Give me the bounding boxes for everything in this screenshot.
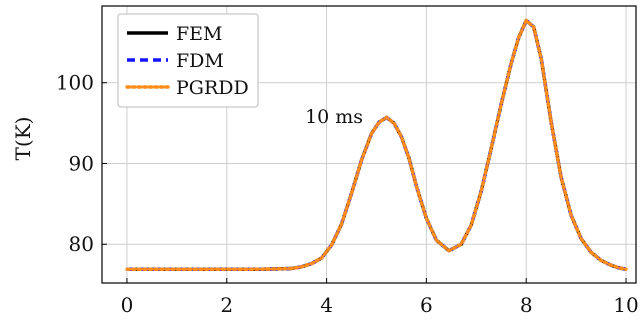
- y-tick-label: 80: [69, 232, 94, 256]
- series-line-pgrdd: [125, 18, 628, 271]
- y-axis-label: T(K): [11, 117, 35, 161]
- x-tick-label: 8: [520, 293, 533, 317]
- legend: FEM FDM PGRDD: [117, 13, 259, 108]
- x-tick-label: 2: [220, 293, 233, 317]
- legend-box: [117, 13, 259, 108]
- plot-frame: [101, 5, 637, 284]
- legend-items: FEM FDM PGRDD: [125, 23, 249, 99]
- x-ticks: 0 2 4 6 8 10: [121, 278, 639, 317]
- legend-label-fem: FEM: [176, 23, 223, 45]
- x-tick-label: 0: [121, 293, 134, 317]
- series-lines: [125, 18, 628, 271]
- x-tick-label: 6: [420, 293, 433, 317]
- annotation-label: 10 ms: [305, 106, 363, 128]
- x-tick-label: 4: [320, 293, 333, 317]
- annotations: 10 ms: [305, 106, 363, 128]
- legend-label-fdm: FDM: [176, 50, 224, 72]
- y-tick-label: 90: [69, 151, 94, 175]
- x-tick-label: 10: [613, 293, 638, 317]
- y-tick-label: 100: [56, 71, 94, 95]
- legend-label-pgrdd: PGRDD: [176, 77, 249, 99]
- y-ticks: 80 90 100: [56, 71, 107, 256]
